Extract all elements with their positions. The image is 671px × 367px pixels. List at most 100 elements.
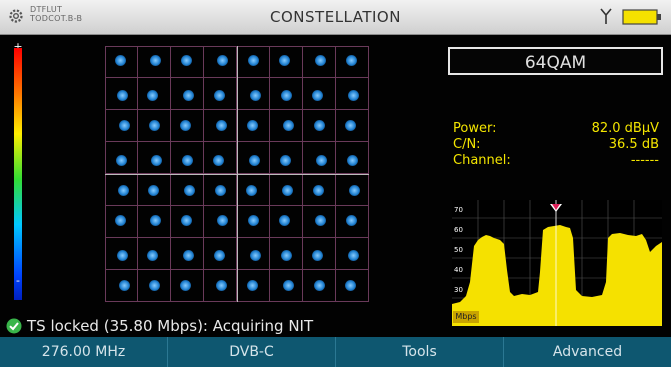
constellation-cell bbox=[138, 270, 171, 302]
spectrum-view: 70 60 50 40 30 bbox=[452, 200, 662, 326]
constellation-point bbox=[213, 154, 224, 166]
cn-value: 36.5 dB bbox=[608, 137, 659, 152]
constellation-point bbox=[248, 214, 259, 226]
constellation-point bbox=[116, 89, 128, 101]
modulation-box[interactable]: 64QAM bbox=[448, 47, 663, 75]
constellation-point bbox=[250, 89, 261, 101]
constellation-point bbox=[217, 214, 228, 226]
constellation-cell bbox=[303, 78, 336, 110]
constellation-point bbox=[149, 279, 160, 291]
constellation-cell bbox=[105, 206, 138, 238]
constellation-cell bbox=[270, 78, 303, 110]
constellation-cell bbox=[336, 174, 369, 206]
constellation-point bbox=[283, 279, 294, 291]
constellation-point bbox=[313, 184, 324, 196]
constellation-cell bbox=[171, 46, 204, 78]
constellation-point bbox=[247, 279, 258, 291]
constellation-cell bbox=[270, 270, 303, 302]
constellation-cell bbox=[204, 78, 237, 110]
constellation-cell bbox=[204, 46, 237, 78]
constellation-cell bbox=[336, 142, 369, 174]
constellation-cell bbox=[105, 174, 138, 206]
constellation-cell bbox=[336, 206, 369, 238]
constellation-point bbox=[348, 89, 359, 101]
frequency-button[interactable]: 276.00 MHz bbox=[0, 337, 168, 367]
constellation-cell bbox=[237, 238, 270, 270]
constellation-cell bbox=[303, 174, 336, 206]
constellation-cell bbox=[237, 270, 270, 302]
constellation-cell bbox=[303, 238, 336, 270]
constellation-point bbox=[279, 214, 290, 226]
constellation-cell bbox=[105, 78, 138, 110]
power-label: Power: bbox=[453, 121, 497, 136]
constellation-cell bbox=[270, 238, 303, 270]
standard-button[interactable]: DVB-C bbox=[168, 337, 336, 367]
constellation-cell bbox=[204, 142, 237, 174]
constellation-point bbox=[312, 249, 323, 261]
constellation-cell bbox=[303, 270, 336, 302]
device-line-1: DTFLUT bbox=[30, 5, 63, 14]
constellation-point bbox=[345, 119, 356, 131]
constellation-cell bbox=[138, 142, 171, 174]
constellation-point bbox=[114, 55, 126, 66]
constellation-cell bbox=[270, 46, 303, 78]
constellation-point bbox=[349, 184, 360, 196]
constellation-point bbox=[314, 279, 325, 291]
constellation-cell bbox=[105, 270, 138, 302]
constellation-cell bbox=[336, 46, 369, 78]
constellation-cell bbox=[336, 238, 369, 270]
constellation-point bbox=[116, 249, 128, 261]
device-line-2: TODCOT.B-B bbox=[30, 14, 83, 23]
constellation-point bbox=[114, 214, 126, 226]
constellation-point bbox=[346, 55, 357, 66]
spectrum-trace bbox=[452, 225, 662, 326]
device-id: DTFLUT TODCOT.B-B bbox=[30, 5, 82, 23]
constellation-point bbox=[281, 249, 292, 261]
channel-label: Channel: bbox=[453, 153, 511, 168]
constellation-cell bbox=[171, 206, 204, 238]
constellation-point bbox=[312, 89, 323, 101]
check-icon bbox=[6, 318, 22, 334]
advanced-button[interactable]: Advanced bbox=[552, 344, 623, 360]
constellation-point bbox=[215, 184, 226, 196]
constellation-cell bbox=[237, 206, 270, 238]
constellation-cell bbox=[270, 142, 303, 174]
tools-button[interactable]: Tools bbox=[336, 337, 504, 367]
constellation-cell bbox=[138, 110, 171, 142]
constellation-point bbox=[250, 249, 261, 261]
constellation-point bbox=[314, 119, 325, 131]
constellation-cell bbox=[237, 142, 270, 174]
constellation-cell bbox=[138, 174, 171, 206]
constellation-point bbox=[279, 55, 290, 66]
cn-label: C/N: bbox=[453, 137, 481, 152]
constellation-point bbox=[280, 154, 291, 166]
constellation-point bbox=[216, 279, 227, 291]
power-value: 82.0 dBμV bbox=[591, 121, 659, 136]
constellation-point bbox=[348, 249, 359, 261]
constellation-cell bbox=[204, 110, 237, 142]
constellation-cell bbox=[237, 110, 270, 142]
constellation-point bbox=[149, 119, 160, 131]
constellation-cell bbox=[270, 206, 303, 238]
constellation-point bbox=[217, 55, 228, 66]
constellation-cell bbox=[303, 110, 336, 142]
constellation-point bbox=[248, 55, 259, 66]
constellation-cell bbox=[237, 46, 270, 78]
settings-icon[interactable] bbox=[8, 8, 24, 24]
constellation-point bbox=[180, 119, 191, 131]
constellation-point bbox=[118, 119, 130, 131]
page-title: CONSTELLATION bbox=[270, 8, 401, 26]
constellation-cell bbox=[336, 110, 369, 142]
constellation-point bbox=[247, 119, 258, 131]
constellation-point bbox=[118, 279, 130, 291]
constellation-cell bbox=[138, 238, 171, 270]
constellation-point bbox=[315, 214, 326, 226]
constellation-grid bbox=[105, 46, 369, 302]
constellation-point bbox=[180, 279, 191, 291]
constellation-cell bbox=[138, 206, 171, 238]
constellation-cell bbox=[204, 206, 237, 238]
constellation-point bbox=[117, 184, 129, 196]
constellation-cell bbox=[204, 270, 237, 302]
constellation-cell bbox=[204, 174, 237, 206]
constellation-cell bbox=[171, 238, 204, 270]
